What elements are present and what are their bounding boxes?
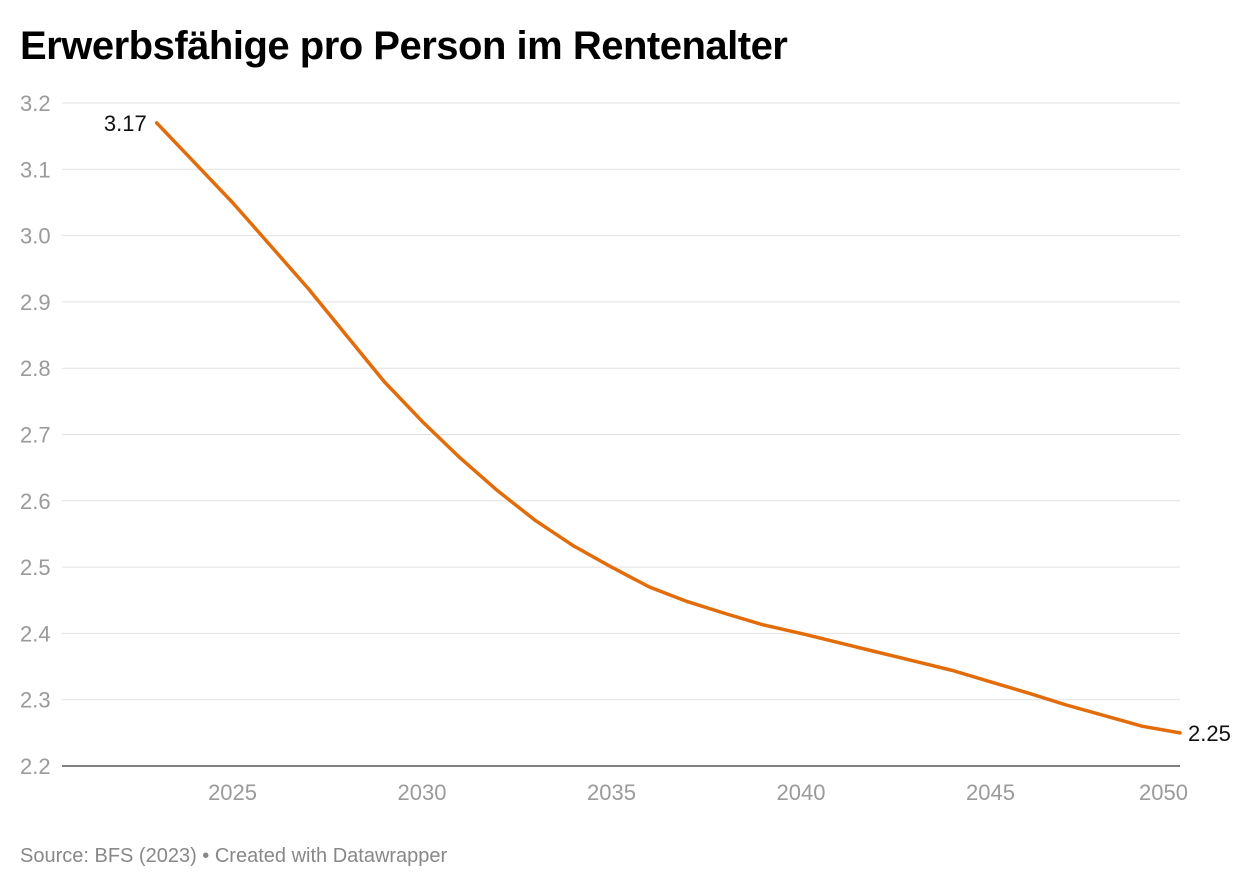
- y-tick-label: 2.3: [20, 688, 51, 713]
- chart-title: Erwerbsfähige pro Person im Rentenalter: [20, 24, 788, 68]
- x-tick-label: 2035: [587, 780, 636, 805]
- x-tick-label: 2025: [208, 780, 257, 805]
- x-tick-label: 2045: [966, 780, 1015, 805]
- grid-lines: [62, 102, 1180, 767]
- y-axis-ticks: 2.2 2.3 2.4 2.5 2.6 2.7 2.8 2.9 3.0 3.1 3.2: [20, 91, 51, 779]
- y-tick-label: 2.4: [20, 621, 51, 646]
- source-footer: Source: BFS (2023) • Created with Datawr…: [20, 845, 448, 867]
- y-tick-label: 2.8: [20, 356, 51, 381]
- data-labels: 3.17 2.25: [104, 111, 1231, 746]
- y-tick-label: 2.5: [20, 555, 51, 580]
- y-tick-label: 2.7: [20, 423, 51, 448]
- y-tick-label: 2.6: [20, 489, 51, 514]
- y-tick-label: 2.9: [20, 290, 51, 315]
- y-tick-label: 3.1: [20, 157, 51, 182]
- x-tick-label: 2050: [1139, 780, 1188, 805]
- end-value-label: 2.25: [1188, 721, 1231, 746]
- x-axis-ticks: 2025 2030 2035 2040 2045 2050: [208, 780, 1188, 805]
- start-value-label: 3.17: [104, 111, 147, 136]
- series-lines: [154, 121, 1182, 735]
- series-line: [154, 121, 1182, 735]
- y-tick-label: 3.0: [20, 224, 51, 249]
- x-tick-label: 2040: [777, 780, 826, 805]
- y-tick-label: 3.2: [20, 91, 51, 116]
- y-tick-label: 2.2: [20, 754, 51, 779]
- x-tick-label: 2030: [398, 780, 447, 805]
